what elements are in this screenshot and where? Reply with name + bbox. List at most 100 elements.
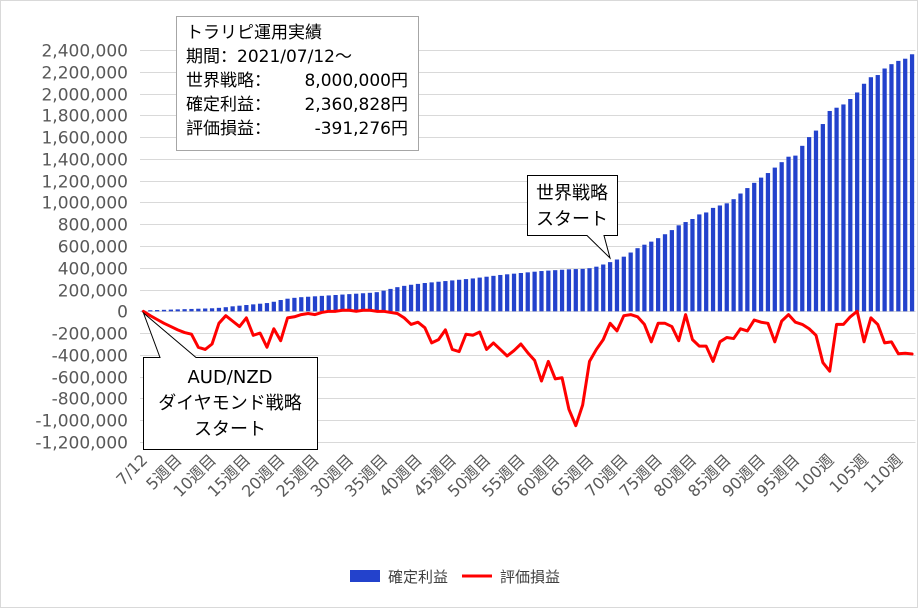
bar-realized-profit [800,145,805,312]
bar-realized-profit [614,259,620,312]
bar-realized-profit [415,283,421,312]
bar-realized-profit [738,193,743,312]
bar-realized-profit [690,219,695,312]
bar-realized-profit [909,54,915,312]
bar-realized-profit [518,273,524,312]
bar-realized-profit [752,182,757,312]
bar-realized-profit [607,262,613,312]
bar-realized-profit [244,305,249,312]
bar-realized-profit [813,130,819,312]
bar-realized-profit [532,271,537,312]
bar-realized-profit [793,155,798,312]
y-tick-label: -1,000,000 [35,412,128,432]
callout-text: AUD/NZD [187,367,272,388]
bar-realized-profit [381,290,386,312]
bar-realized-profit [168,309,174,312]
bar-realized-profit [827,110,832,312]
callout-text: スタート [194,419,266,440]
bar-realized-profit [175,309,180,312]
bar-realized-profit [525,272,530,312]
bar-realized-profit [841,104,846,312]
y-tick-label: 1,200,000 [41,173,128,193]
bar-realized-profit [553,270,558,312]
bar-realized-profit [285,298,290,312]
bar-realized-profit [889,64,894,312]
y-tick-label: 600,000 [58,238,128,258]
bar-realized-profit [676,225,681,312]
bar-realized-profit [223,307,228,312]
bar-realized-profit [312,296,318,312]
y-tick-label: 1,000,000 [41,194,128,214]
bar-realized-profit [861,83,867,312]
info-row-value: -391,276円 [315,119,408,139]
info-box-period: 期間：2021/07/12～ [186,47,352,67]
bar-realized-profit [594,266,599,312]
bar-realized-profit [367,292,373,312]
bar-realized-profit [319,295,324,312]
legend-label-unrealized: 評価損益 [500,568,560,586]
bar-realized-profit [758,177,764,312]
bar-realized-profit [484,276,489,312]
bar-realized-profit [429,282,434,312]
bar-realized-profit [216,307,222,312]
y-tick-label: 800,000 [58,216,128,236]
bar-realized-profit [710,207,716,312]
bar-realized-profit [621,256,626,312]
gridlines [140,50,916,443]
bar-realized-profit [422,283,427,312]
bar-realized-profit [203,308,208,312]
y-tick-label: 1,600,000 [41,129,128,149]
bar-realized-profit [868,77,874,312]
bar-realized-profit [148,310,153,312]
bar-realized-profit [875,75,880,312]
bar-realized-profit [786,156,791,312]
bar-realized-profit [745,188,750,312]
bar-realized-profit [848,99,853,312]
bar-realized-profit [731,199,736,312]
series-line-unrealized-pl [141,308,914,428]
bar-realized-profit [196,308,201,312]
y-tick-label: -400,000 [52,347,128,367]
y-tick-label: 2,200,000 [41,64,128,84]
info-box: トラリピ運用実績 期間：2021/07/12～ 世界戦略： 8,000,000円… [176,16,419,151]
bar-realized-profit [704,212,709,312]
y-tick-label: 2,000,000 [41,86,128,106]
callout-audnzd-strategy: AUD/NZD ダイヤモンド戦略 スタート [142,311,318,450]
bar-realized-profit [772,167,777,312]
bar-realized-profit [182,309,187,312]
bar-realized-profit [306,296,311,312]
bar-realized-profit [354,293,359,312]
bar-realized-profit [209,308,215,312]
bar-realized-profit [649,241,654,312]
y-tick-label: 2,400,000 [41,42,128,62]
callout-text: スタート [536,209,608,230]
info-row-value: 2,360,828円 [304,95,408,115]
bar-realized-profit [683,222,688,312]
bar-realized-profit [257,303,263,312]
info-row-label: 世界戦略： [186,71,271,91]
y-tick-label: 0 [117,303,128,323]
y-tick-label: 400,000 [58,260,128,280]
bar-realized-profit [388,288,393,312]
bar-realized-profit [559,269,565,312]
bar-realized-profit [546,270,551,312]
realized-profit-bars [141,54,915,312]
bar-realized-profit [436,281,441,312]
bar-realized-profit [299,297,304,312]
bar-realized-profit [669,230,674,312]
bar-realized-profit [491,275,496,312]
bar-realized-profit [505,274,510,312]
bar-realized-profit [697,214,702,312]
bar-realized-profit [347,294,352,312]
info-row-value: 8,000,000円 [304,71,408,91]
bar-realized-profit [456,279,462,312]
bar-realized-profit [251,304,256,312]
callout-bubble [142,311,318,450]
bar-realized-profit [326,295,331,312]
callout-text: 世界戦略 [536,183,608,204]
bar-realized-profit [402,285,407,312]
bar-realized-profit [408,284,414,312]
bar-realized-profit [635,248,640,312]
info-row-label: 評価損益： [186,119,271,139]
bar-realized-profit [834,107,839,312]
